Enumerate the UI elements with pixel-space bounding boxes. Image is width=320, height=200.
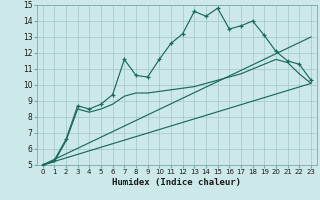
X-axis label: Humidex (Indice chaleur): Humidex (Indice chaleur)	[112, 178, 241, 187]
